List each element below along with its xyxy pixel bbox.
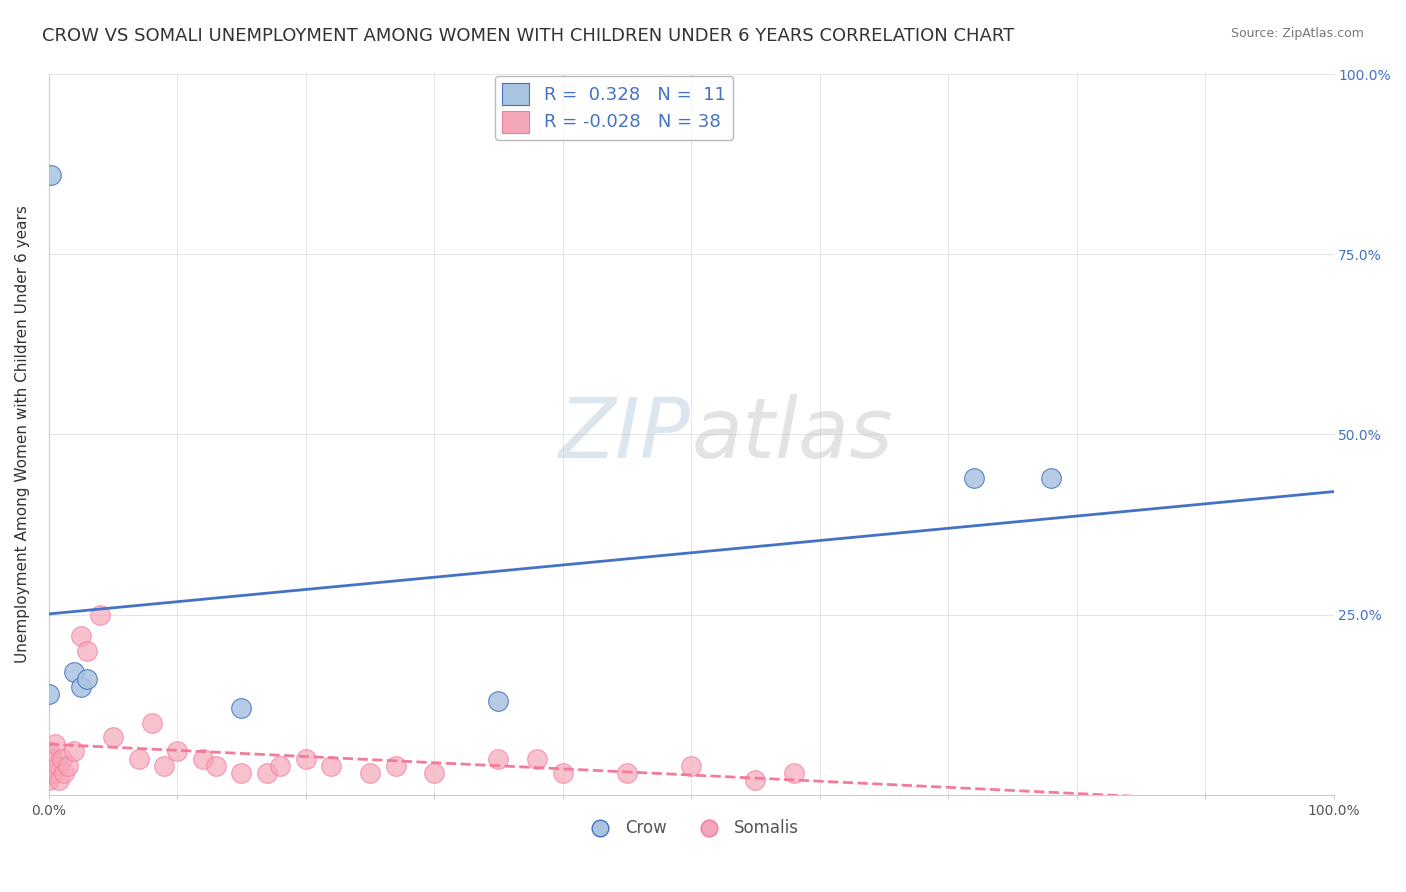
Point: [63, 744, 86, 758]
Point: [41, 168, 63, 182]
Point: [204, 759, 226, 773]
Point: [56, 759, 79, 773]
Text: atlas: atlas: [692, 394, 893, 475]
Point: [38, 773, 60, 788]
Point: [153, 759, 176, 773]
Point: [89, 607, 111, 622]
Point: [191, 752, 214, 766]
Point: [70, 629, 93, 643]
Point: [423, 766, 446, 780]
Point: [70, 680, 93, 694]
Point: [963, 470, 986, 484]
Point: [41, 752, 63, 766]
Point: [384, 759, 406, 773]
Point: [44, 737, 66, 751]
Point: [53, 766, 76, 780]
Text: CROW VS SOMALI UNEMPLOYMENT AMONG WOMEN WITH CHILDREN UNDER 6 YEARS CORRELATION : CROW VS SOMALI UNEMPLOYMENT AMONG WOMEN …: [42, 27, 1015, 45]
Point: [486, 694, 509, 708]
Point: [294, 752, 316, 766]
Point: [38, 744, 60, 758]
Point: [63, 665, 86, 680]
Point: [744, 773, 766, 788]
Point: [128, 752, 150, 766]
Point: [51, 752, 73, 766]
Text: ZIP: ZIP: [560, 394, 692, 475]
Point: [231, 766, 253, 780]
Point: [681, 759, 703, 773]
Point: [76, 643, 98, 657]
Point: [38, 687, 60, 701]
Point: [38, 759, 60, 773]
Point: [616, 766, 638, 780]
Point: [231, 701, 253, 715]
Point: [269, 759, 291, 773]
Text: Source: ZipAtlas.com: Source: ZipAtlas.com: [1230, 27, 1364, 40]
Point: [486, 752, 509, 766]
Legend: Crow, Somalis: Crow, Somalis: [576, 813, 806, 844]
Point: [48, 773, 70, 788]
Point: [44, 766, 66, 780]
Point: [1039, 470, 1062, 484]
Point: [76, 673, 98, 687]
Point: [41, 766, 63, 780]
Point: [166, 744, 188, 758]
Point: [256, 766, 278, 780]
Point: [321, 759, 343, 773]
Y-axis label: Unemployment Among Women with Children Under 6 years: Unemployment Among Women with Children U…: [15, 205, 30, 664]
Point: [783, 766, 806, 780]
Point: [526, 752, 548, 766]
Point: [551, 766, 574, 780]
Point: [46, 759, 69, 773]
Point: [141, 715, 163, 730]
Point: [101, 730, 124, 744]
Point: [359, 766, 381, 780]
